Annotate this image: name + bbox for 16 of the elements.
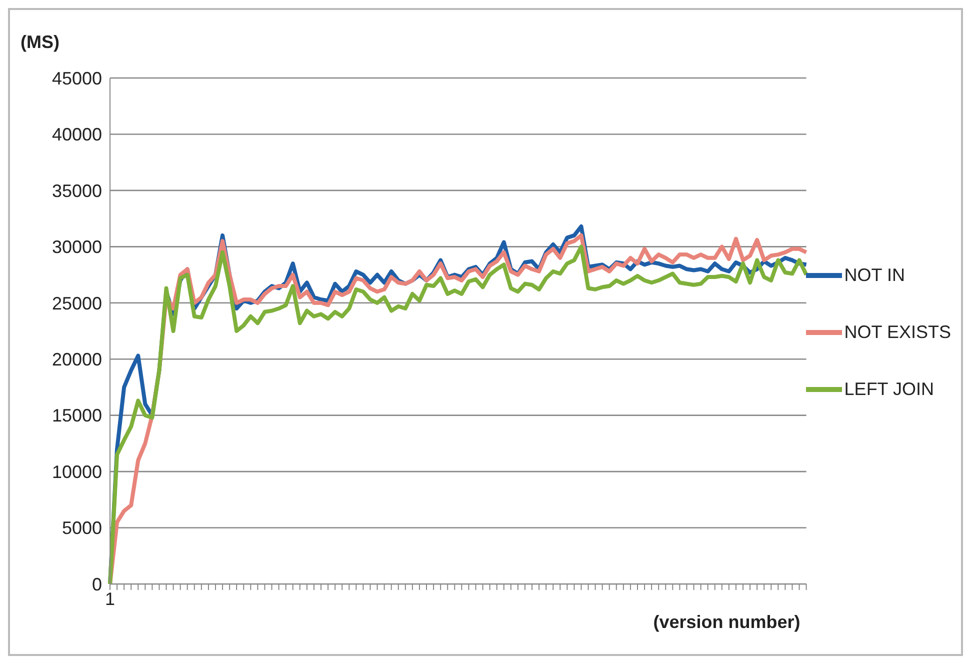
y-tick-label: 0 xyxy=(92,574,102,594)
x-tick-label: 1 xyxy=(104,588,116,609)
legend-label: NOT IN xyxy=(843,264,906,286)
y-tick-label: 15000 xyxy=(52,406,102,426)
x-axis-title: (version number) xyxy=(653,612,800,632)
y-tick-label: 25000 xyxy=(52,293,102,314)
y-tick-label: 30000 xyxy=(52,237,102,258)
y-tick-label: 35000 xyxy=(52,180,102,201)
y-tick-label: 10000 xyxy=(52,462,102,482)
y-tick-label: 5000 xyxy=(62,518,102,538)
legend-label: NOT EXISTS xyxy=(843,322,951,342)
y-tick-label: 45000 xyxy=(52,68,102,88)
y-tick-label: 20000 xyxy=(52,350,102,370)
legend-label: LEFT JOIN xyxy=(843,378,935,400)
y-tick-label: 40000 xyxy=(52,124,102,145)
y-axis-title: (MS) xyxy=(20,32,60,52)
